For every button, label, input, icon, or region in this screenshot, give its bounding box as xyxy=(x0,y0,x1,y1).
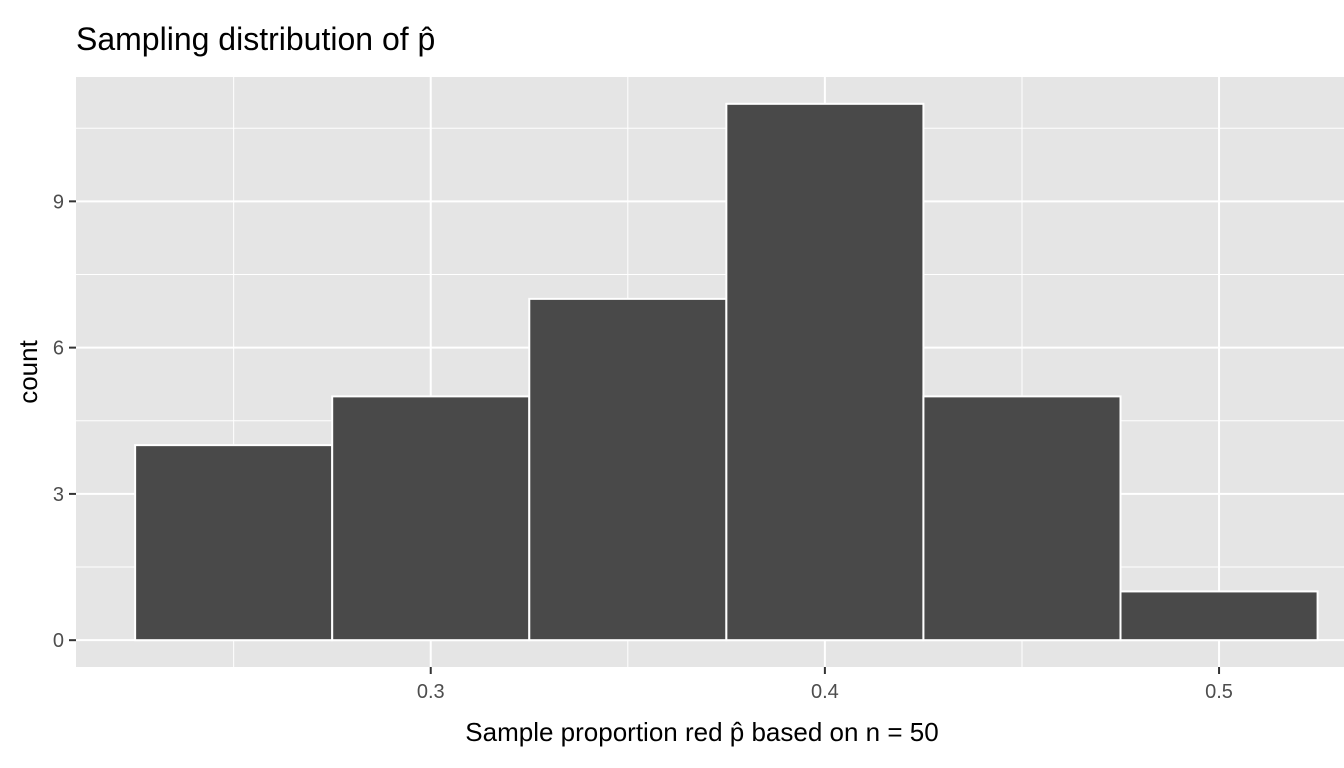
histogram-bar xyxy=(1119,590,1319,642)
y-tick-label: 6 xyxy=(53,338,64,360)
x-axis: 0.3 0.4 0.5 xyxy=(417,667,1233,703)
chart-title: Sampling distribution of p̂ xyxy=(76,21,435,57)
y-tick-label: 0 xyxy=(53,630,64,652)
x-tick-label: 0.3 xyxy=(417,681,445,703)
histogram-bar xyxy=(134,444,334,642)
histogram-bar xyxy=(922,395,1122,642)
x-tick-label: 0.5 xyxy=(1205,681,1233,703)
histogram-bar xyxy=(528,297,728,642)
y-axis: 0 3 6 9 xyxy=(53,191,76,652)
y-tick-label: 3 xyxy=(53,484,64,506)
y-axis-title: count xyxy=(13,339,43,403)
histogram-bar xyxy=(725,102,925,642)
histogram-bars xyxy=(134,102,1319,642)
x-tick-label: 0.4 xyxy=(811,681,839,703)
x-axis-title: Sample proportion red p̂ based on n = 50 xyxy=(465,717,938,747)
y-tick-label: 9 xyxy=(53,191,64,213)
histogram-bar xyxy=(331,395,531,642)
